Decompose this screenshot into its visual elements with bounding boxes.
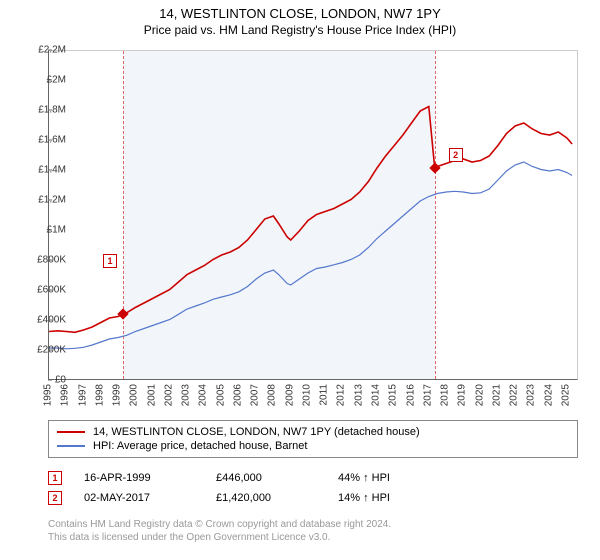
y-tick-label: £400K [20,315,66,326]
legend-swatch [57,431,85,433]
footer: Contains HM Land Registry data © Crown c… [48,518,578,544]
x-tick-label: 1996 [60,384,71,414]
sale-row: 2 02-MAY-2017 £1,420,000 14% ↑ HPI [48,488,578,508]
x-tick-label: 2016 [405,384,416,414]
y-tick-mark [48,110,52,111]
x-tick-label: 2024 [543,384,554,414]
y-tick-label: £2M [20,75,66,86]
legend-label: 14, WESTLINTON CLOSE, LONDON, NW7 1PY (d… [93,426,420,438]
y-tick-mark [48,350,52,351]
x-tick-label: 2013 [353,384,364,414]
x-tick-label: 2003 [181,384,192,414]
x-tick-label: 1998 [94,384,105,414]
y-tick-mark [48,290,52,291]
sale-num-box: 2 [48,491,62,505]
footer-line-2: This data is licensed under the Open Gov… [48,531,578,544]
x-tick-label: 2019 [457,384,468,414]
sale-price: £1,420,000 [216,492,316,504]
y-tick-mark [48,380,52,381]
chart-subtitle: Price paid vs. HM Land Registry's House … [0,21,600,37]
y-tick-mark [48,170,52,171]
x-tick-label: 2008 [267,384,278,414]
y-tick-mark [48,260,52,261]
y-tick-label: £600K [20,285,66,296]
sale-price: £446,000 [216,472,316,484]
x-tick-label: 2012 [336,384,347,414]
y-tick-mark [48,230,52,231]
x-tick-label: 1997 [77,384,88,414]
x-tick-label: 2000 [129,384,140,414]
sale-marker-1: 1 [103,254,117,268]
x-tick-label: 2015 [388,384,399,414]
y-tick-label: £1.2M [20,195,66,206]
sale-row: 1 16-APR-1999 £446,000 44% ↑ HPI [48,468,578,488]
sale-date: 02-MAY-2017 [84,492,194,504]
series-line-0 [49,107,572,333]
y-tick-label: £800K [20,255,66,266]
chart-title: 14, WESTLINTON CLOSE, LONDON, NW7 1PY [0,0,600,21]
chart-svg [49,51,579,381]
chart-container: 14, WESTLINTON CLOSE, LONDON, NW7 1PY Pr… [0,0,600,560]
x-tick-label: 2009 [284,384,295,414]
y-tick-label: £1.6M [20,135,66,146]
sale-marker-2: 2 [449,148,463,162]
y-tick-label: £200K [20,345,66,356]
y-tick-mark [48,50,52,51]
sale-num-box: 1 [48,471,62,485]
sales-table: 1 16-APR-1999 £446,000 44% ↑ HPI 2 02-MAY-201… [48,468,578,508]
plot-area: 12 [48,50,578,380]
y-tick-label: £1.8M [20,105,66,116]
x-tick-label: 2025 [560,384,571,414]
legend-item: 14, WESTLINTON CLOSE, LONDON, NW7 1PY (d… [57,425,569,439]
x-tick-label: 2018 [440,384,451,414]
x-tick-label: 2014 [371,384,382,414]
y-tick-mark [48,320,52,321]
legend-item: HPI: Average price, detached house, Barn… [57,439,569,453]
x-tick-label: 2021 [491,384,502,414]
y-tick-label: £2.2M [20,45,66,56]
series-line-1 [49,162,572,349]
sale-delta: 44% ↑ HPI [338,472,578,484]
x-tick-label: 1995 [43,384,54,414]
x-tick-label: 2002 [163,384,174,414]
y-tick-mark [48,80,52,81]
x-tick-label: 2005 [215,384,226,414]
x-tick-label: 2010 [301,384,312,414]
y-tick-mark [48,200,52,201]
legend-swatch [57,445,85,447]
sale-delta: 14% ↑ HPI [338,492,578,504]
x-tick-label: 2023 [526,384,537,414]
y-tick-label: £1M [20,225,66,236]
x-tick-label: 2004 [198,384,209,414]
sale-date: 16-APR-1999 [84,472,194,484]
x-tick-label: 2022 [509,384,520,414]
footer-line-1: Contains HM Land Registry data © Crown c… [48,518,578,531]
legend-label: HPI: Average price, detached house, Barn… [93,440,307,452]
x-tick-label: 2020 [474,384,485,414]
x-tick-label: 2007 [250,384,261,414]
x-tick-label: 2001 [146,384,157,414]
x-tick-label: 2017 [422,384,433,414]
y-tick-label: £1.4M [20,165,66,176]
legend: 14, WESTLINTON CLOSE, LONDON, NW7 1PY (d… [48,420,578,458]
x-tick-label: 1999 [112,384,123,414]
x-tick-label: 2011 [319,384,330,414]
x-tick-label: 2006 [232,384,243,414]
y-tick-mark [48,140,52,141]
